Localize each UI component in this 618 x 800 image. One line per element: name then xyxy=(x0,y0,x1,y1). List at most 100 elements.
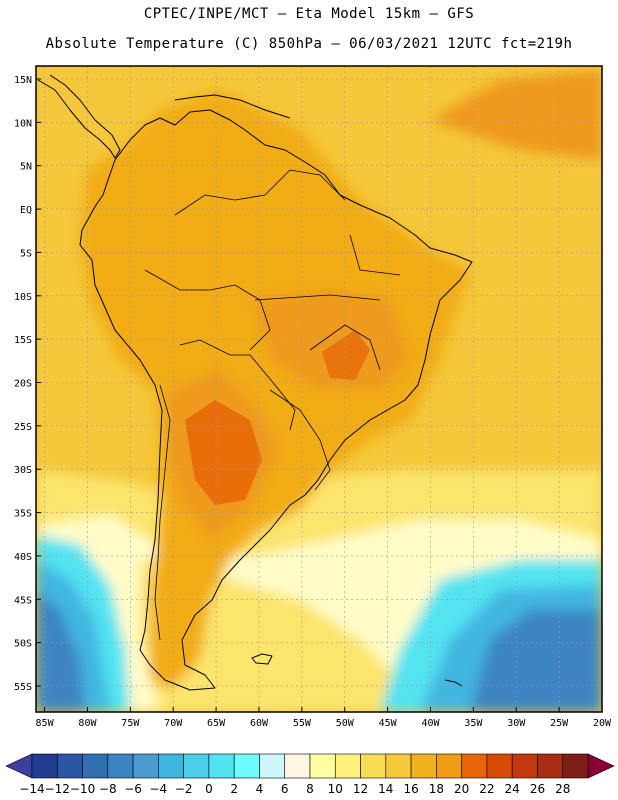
colorbar-swatch xyxy=(233,753,260,779)
colorbar-label: 6 xyxy=(281,782,289,796)
colorbar-swatch xyxy=(436,753,462,779)
colorbar-swatch xyxy=(461,753,488,779)
border-brazil-states xyxy=(254,234,401,371)
coastline-caribbean xyxy=(174,94,291,119)
colorbar-label: −2 xyxy=(175,782,193,796)
colorbar-swatch xyxy=(284,753,311,779)
colorbar-boxes xyxy=(5,753,615,779)
colorbar-label: −4 xyxy=(150,782,168,796)
colorbar-swatch xyxy=(31,753,58,779)
colorbar-label: 12 xyxy=(353,782,368,796)
colorbar-labels: −14 −12 −10 −8 −6 −4 −2 0 2 4 6 8 10 12 14 16 18 20 22 24 26… xyxy=(19,782,570,796)
lat-label: 50S xyxy=(14,639,32,650)
colorbar-swatch xyxy=(537,753,564,779)
lon-label: 60W xyxy=(250,718,269,729)
border-peru-brazil xyxy=(144,269,271,351)
lat-label: 15N xyxy=(14,75,32,86)
colorbar-label: −10 xyxy=(70,782,95,796)
colorbar-swatch xyxy=(511,753,538,779)
colorbar-over-arrow xyxy=(587,753,615,779)
map-plot-area xyxy=(36,66,602,712)
border-brazil-west xyxy=(174,169,346,216)
lon-label: 50W xyxy=(336,718,355,729)
lat-label: 35S xyxy=(14,509,32,520)
colorbar-swatch xyxy=(385,753,412,779)
lat-label: 25S xyxy=(14,422,32,433)
colorbar-label: 16 xyxy=(403,782,418,796)
lon-label: 25W xyxy=(550,718,569,729)
field-hot-core-brazil xyxy=(255,290,410,390)
field-coldest-east xyxy=(470,610,602,712)
colorbar-swatch xyxy=(259,753,286,779)
falklands xyxy=(251,653,273,665)
colorbar-label: −8 xyxy=(99,782,117,796)
colorbar-label: 0 xyxy=(205,782,213,796)
colorbar-label: 22 xyxy=(479,782,494,796)
colorbar-swatch xyxy=(132,753,159,779)
colorbar-label: 2 xyxy=(230,782,238,796)
island-south-georgia xyxy=(444,679,463,687)
colorbar-label: −14 xyxy=(19,782,44,796)
colorbar-swatch xyxy=(107,753,134,779)
lon-label: 75W xyxy=(121,718,140,729)
lat-label: 20S xyxy=(14,378,32,389)
colorbar-swatch xyxy=(486,753,513,779)
colorbar-label: 26 xyxy=(530,782,545,796)
lon-label: 65W xyxy=(207,718,226,729)
lon-label: 45W xyxy=(379,718,398,729)
colorbar-under-arrow xyxy=(5,753,33,779)
coastline-central-america xyxy=(37,74,121,159)
colorbar-swatch xyxy=(562,753,589,779)
field-coldest-west xyxy=(36,590,85,712)
lat-label: 40S xyxy=(14,552,32,563)
colorbar-label: 18 xyxy=(429,782,444,796)
lat-lon-grid xyxy=(36,66,602,712)
colorbar-label: −12 xyxy=(45,782,70,796)
lon-label: 35W xyxy=(464,718,483,729)
border-paraguay-uruguay xyxy=(269,389,331,491)
field-continent-warm xyxy=(80,90,470,690)
border-bolivia xyxy=(179,339,296,431)
colorbar-label: 4 xyxy=(256,782,264,796)
field-red-core-minas xyxy=(322,330,370,380)
map-title-line-2: Absolute Temperature (C) 850hPa – 06/03/… xyxy=(45,36,573,52)
colorbar-swatch xyxy=(158,753,184,779)
colorbar-label: 10 xyxy=(328,782,343,796)
field-red-core-chaco xyxy=(185,400,262,505)
lon-label: 40W xyxy=(421,718,440,729)
colorbar: −14 −12 −10 −8 −6 −4 −2 0 2 4 6 8 10 12 14 16 18 20 22 24 26… xyxy=(5,753,615,796)
lon-label: 85W xyxy=(36,718,55,729)
colorbar-label: 20 xyxy=(454,782,469,796)
colorbar-swatch xyxy=(334,753,361,779)
map-frame xyxy=(35,65,603,713)
lat-label: 15S xyxy=(14,335,32,346)
lat-label: 10N xyxy=(14,118,32,129)
country-borders xyxy=(144,169,401,641)
lon-label: 55W xyxy=(293,718,312,729)
colorbar-swatch xyxy=(183,753,210,779)
colorbar-swatch xyxy=(208,753,235,779)
colorbar-label: 8 xyxy=(306,782,314,796)
lat-label: 45S xyxy=(14,595,32,606)
border-chile-argentina xyxy=(154,384,171,641)
colorbar-swatch xyxy=(82,753,109,779)
axis-ticks: 85W 80W 75W 70W 65W 60W 55W 50W 45W 40W 35W 30W 25W 2… xyxy=(14,75,612,729)
coastline-south-america xyxy=(79,109,473,691)
colorbar-swatch xyxy=(56,753,83,779)
colorbar-label: 28 xyxy=(555,782,570,796)
lat-label: 30S xyxy=(14,465,32,476)
lat-label: EQ xyxy=(20,205,32,216)
colorbar-swatch xyxy=(410,753,437,779)
lon-label: 80W xyxy=(78,718,97,729)
colorbar-label: 14 xyxy=(378,782,393,796)
lat-label: 5S xyxy=(20,248,32,259)
colorbar-label: −6 xyxy=(124,782,142,796)
colorbar-label: 24 xyxy=(505,782,520,796)
lon-label: 20W xyxy=(593,718,612,729)
lat-label: 10S xyxy=(14,292,32,303)
coastlines xyxy=(37,74,473,691)
lon-label: 70W xyxy=(164,718,183,729)
colorbar-swatch xyxy=(360,753,387,779)
lat-label: 55S xyxy=(14,682,32,693)
